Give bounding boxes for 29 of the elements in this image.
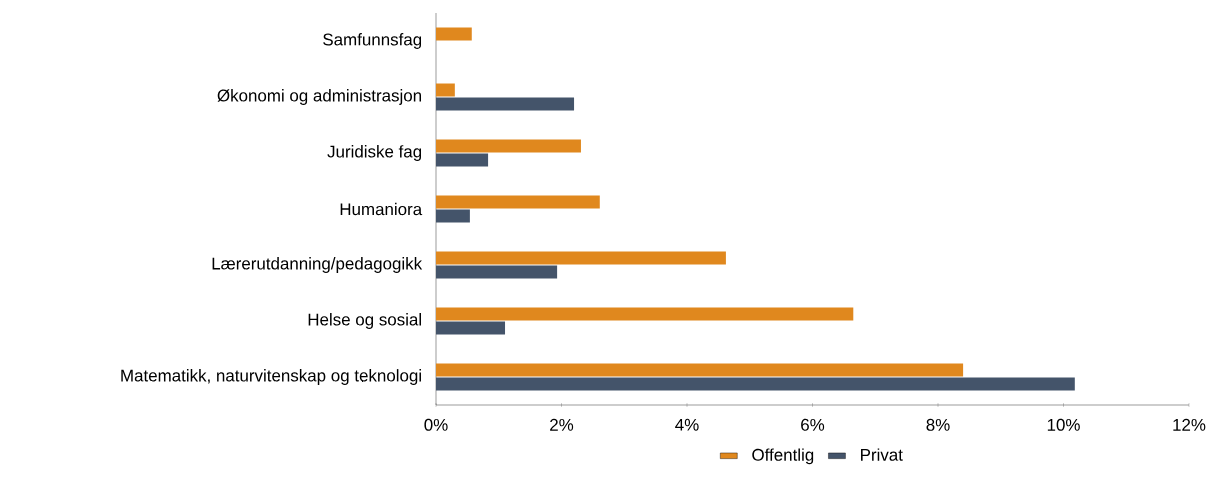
y-tick-label: Juridiske fag [327,145,422,161]
bar [436,265,558,279]
bar [436,27,472,41]
bar [436,321,506,335]
x-tick-label: 10% [1047,418,1080,431]
bar [436,209,470,223]
bar [436,195,600,209]
bar [436,139,581,153]
x-tick-label: 0% [424,418,448,431]
y-tick-label: Samfunnsfag [323,33,422,49]
bar [436,83,455,97]
legend-label: Privat [861,448,903,461]
legend-label: Offentlig [752,448,814,465]
x-tick-label: 6% [801,418,825,431]
y-tick-label: Helse og sosial [308,313,421,329]
y-tick-label: Lærerutdanning/pedagogikk [212,257,423,273]
x-tick-label: 12% [1173,418,1206,431]
y-tick-label: Humaniora [340,202,423,216]
x-tick-label: 4% [675,418,699,431]
bar [436,97,575,111]
bar [436,251,726,265]
bar [436,153,489,167]
x-tick-label: 8% [926,418,950,431]
bar [436,307,854,321]
x-tick-label: 2% [550,418,574,431]
y-tick-label: Matematikk, naturvitenskap og teknologi [121,369,421,385]
bar [436,363,964,377]
y-tick-label: Økonomi og administrasjon [217,89,421,105]
bar [436,377,1075,391]
